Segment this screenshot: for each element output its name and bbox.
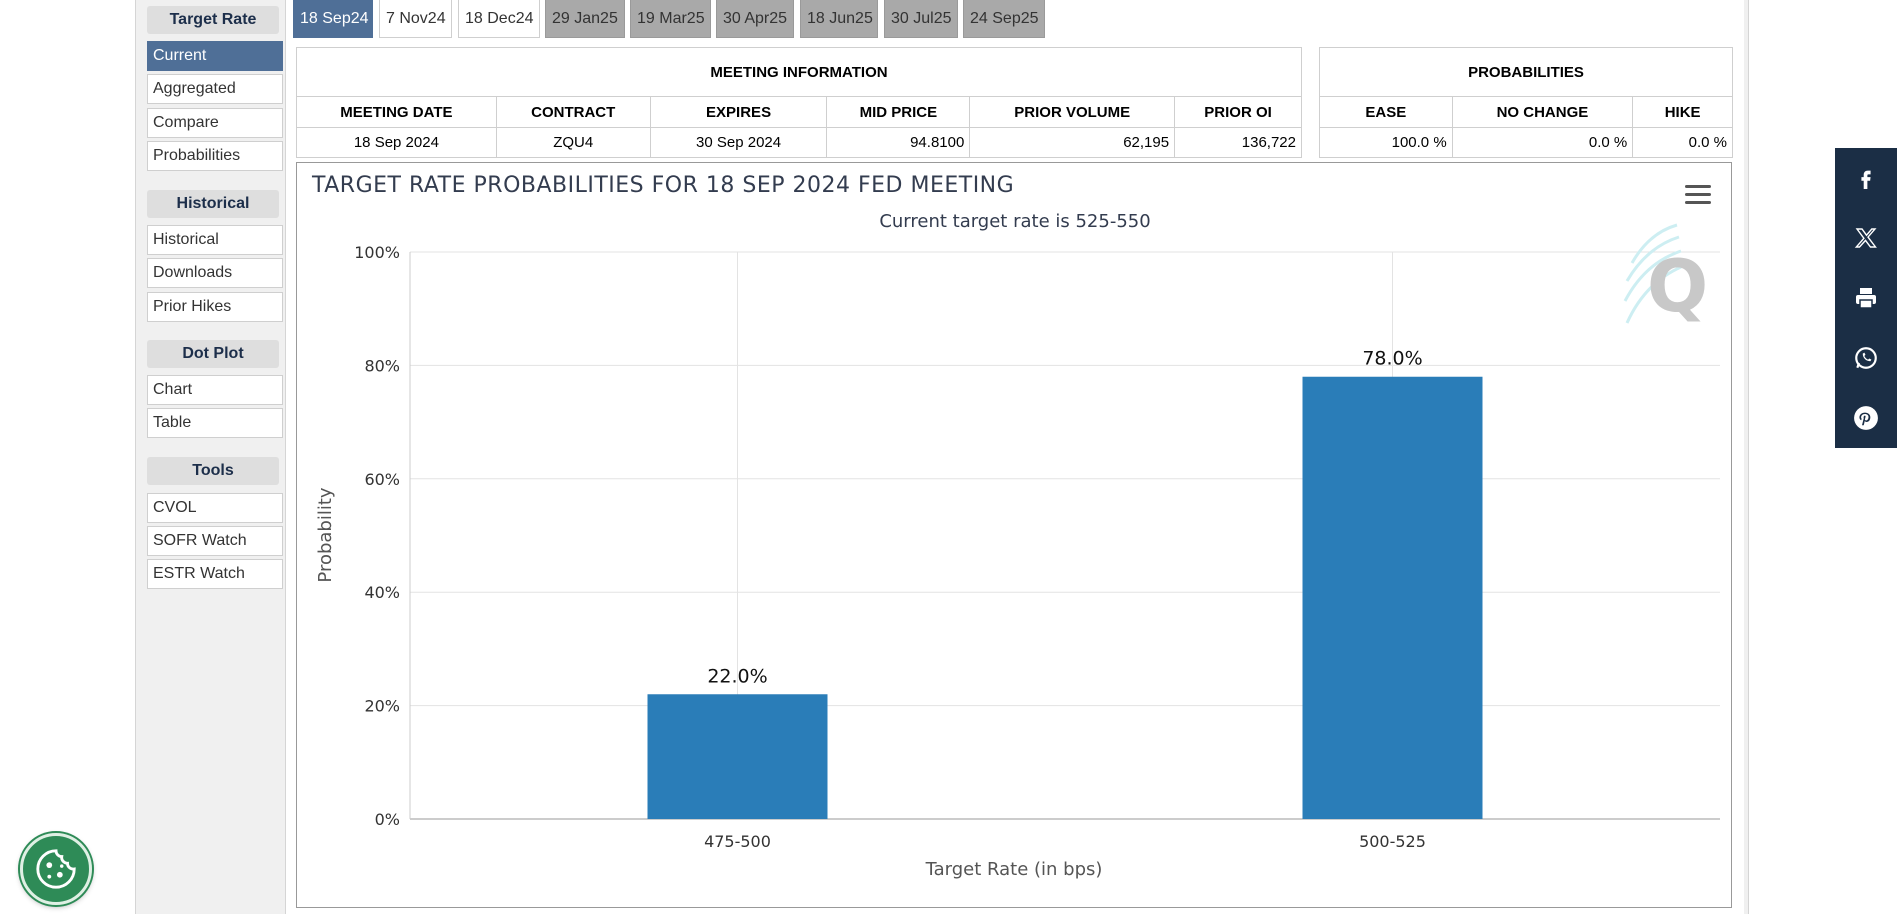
col-expires: EXPIRES [649,96,828,128]
tab-7-nov24[interactable]: 7 Nov24 [379,0,452,38]
tab-18-jun25[interactable]: 18 Jun25 [800,0,878,38]
col-prior-oi: PRIOR OI [1174,96,1302,128]
print-icon[interactable] [1835,268,1897,328]
ease-value: 100.0 % [1319,127,1453,158]
sidebar-item-sofr-watch[interactable]: SOFR Watch [147,526,283,556]
probabilities-table: PROBABILITIES EASE NO CHANGE HIKE 100.0 … [1319,47,1733,158]
meeting-info-title: MEETING INFORMATION [296,47,1302,97]
col-meeting-date: MEETING DATE [296,96,497,128]
chart-menu-icon[interactable] [1685,185,1711,207]
whatsapp-icon[interactable] [1835,328,1897,388]
sidebar-item-cvol[interactable]: CVOL [147,493,283,523]
sidebar-item-current[interactable]: Current [147,41,283,71]
col-ease: EASE [1319,96,1453,128]
sidebar-item-table[interactable]: Table [147,408,283,438]
hike-value: 0.0 % [1632,127,1733,158]
meeting-date-value: 18 Sep 2024 [296,127,497,158]
tab-18-sep24[interactable]: 18 Sep24 [293,0,373,38]
sidebar-item-historical[interactable]: Historical [147,225,283,255]
tab-30-apr25[interactable]: 30 Apr25 [716,0,794,38]
bar-data-label: 78.0% [1362,348,1422,370]
chart-svg: Q 0% 20% 40% 60% 80% 100% 22.0% 475-500 78.0% 500… [315,223,1720,880]
bar-data-label: 22.0% [707,665,767,687]
col-no-change: NO CHANGE [1451,96,1634,128]
svg-text:Q: Q [1647,244,1708,328]
contract-value: ZQU4 [495,127,651,158]
col-hike: HIKE [1632,96,1733,128]
y-axis-label: Probability [315,487,336,582]
social-share-bar [1835,148,1897,448]
tab-30-jul25[interactable]: 30 Jul25 [884,0,958,38]
x-icon[interactable] [1835,208,1897,268]
x-tick-label: 500-525 [1359,832,1426,851]
sidebar-item-aggregated[interactable]: Aggregated [147,74,283,104]
probabilities-title: PROBABILITIES [1319,47,1733,97]
tab-19-mar25[interactable]: 19 Mar25 [630,0,711,38]
chart-container: TARGET RATE PROBABILITIES FOR 18 SEP 202… [296,162,1732,908]
sidebar-item-downloads[interactable]: Downloads [147,258,283,288]
sidebar-item-probabilities[interactable]: Probabilities [147,141,283,171]
col-mid-price: MID PRICE [826,96,971,128]
x-tick-label: 475-500 [704,832,771,851]
sidebar-heading-target-rate: Target Rate [147,6,279,34]
prior-volume-value: 62,195 [969,127,1176,158]
sidebar-item-compare[interactable]: Compare [147,108,283,138]
y-tick-label: 40% [364,583,400,602]
pinterest-icon[interactable] [1835,388,1897,448]
y-tick-label: 60% [364,470,400,489]
tab-18-dec24[interactable]: 18 Dec24 [458,0,540,38]
bar-500-525[interactable] [1302,376,1483,819]
mid-price-value: 94.8100 [826,127,971,158]
y-tick-label: 20% [364,697,400,716]
sidebar-item-chart[interactable]: Chart [147,375,283,405]
bar-475-500[interactable] [647,694,828,819]
chart-title: TARGET RATE PROBABILITIES FOR 18 SEP 202… [312,173,1015,198]
cookie-settings-icon[interactable] [20,833,92,905]
chart-subtitle: Current target rate is 525-550 [879,211,1151,232]
sidebar-heading-tools: Tools [147,457,279,485]
no-change-value: 0.0 % [1451,127,1634,158]
tab-24-sep25[interactable]: 24 Sep25 [963,0,1045,38]
y-tick-label: 0% [375,810,400,829]
sidebar-heading-historical: Historical [147,190,279,218]
watermark-logo: Q [1623,223,1708,328]
sidebar-item-prior-hikes[interactable]: Prior Hikes [147,292,283,322]
meeting-info-table: MEETING INFORMATION MEETING DATE CONTRAC… [296,47,1302,158]
col-contract: CONTRACT [495,96,651,128]
y-tick-label: 100% [354,243,400,262]
expires-value: 30 Sep 2024 [649,127,828,158]
prior-oi-value: 136,722 [1174,127,1302,158]
sidebar-item-estr-watch[interactable]: ESTR Watch [147,559,283,589]
y-tick-label: 80% [364,356,400,375]
col-prior-volume: PRIOR VOLUME [969,96,1176,128]
tab-29-jan25[interactable]: 29 Jan25 [545,0,625,38]
sidebar-heading-dot-plot: Dot Plot [147,340,279,368]
facebook-icon[interactable] [1835,148,1897,208]
x-axis-label: Target Rate (in bps) [925,859,1103,880]
